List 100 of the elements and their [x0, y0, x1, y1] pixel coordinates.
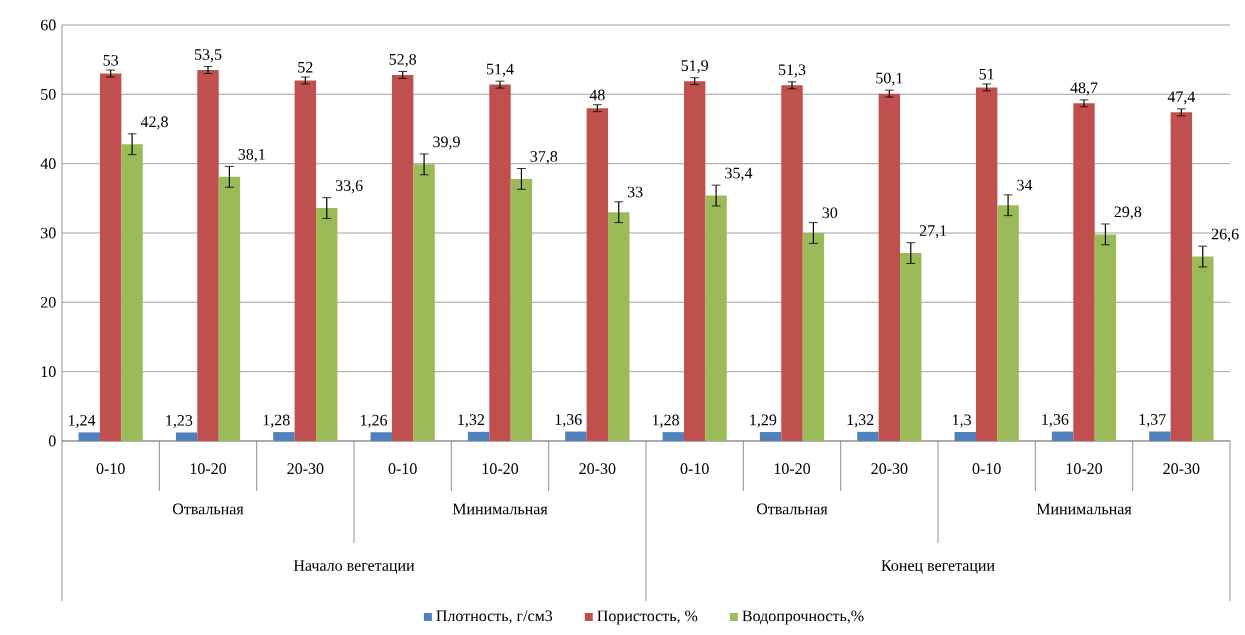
bar [121, 144, 143, 441]
bar [413, 164, 435, 441]
x-tick-label: 10-20 [774, 463, 811, 475]
data-label: 50,1 [876, 72, 903, 86]
data-label: 48,7 [1070, 82, 1098, 96]
bar [900, 253, 922, 441]
bar [467, 431, 490, 441]
data-label: 1,29 [750, 414, 777, 428]
bar [997, 205, 1019, 441]
bar [857, 431, 879, 441]
data-label: 39,9 [433, 136, 460, 150]
data-label: 29,8 [1114, 206, 1142, 220]
bar [586, 108, 609, 441]
data-label: 38,1 [238, 148, 265, 163]
data-label: 51 [979, 68, 994, 80]
data-label: 37,8 [530, 151, 558, 165]
data-label: 48 [589, 89, 605, 101]
bar [662, 432, 684, 441]
y-tick-label: 20 [40, 296, 56, 308]
data-label: 53,5 [194, 49, 222, 63]
bar [1170, 112, 1193, 441]
data-label: 33 [627, 186, 643, 198]
data-label: 47,4 [1167, 91, 1196, 105]
text: Отвальная [756, 503, 828, 515]
text: Начало вегетации [293, 560, 415, 574]
bar [175, 432, 198, 441]
bar [1094, 234, 1117, 441]
data-label: 1,3 [952, 414, 971, 428]
bar [99, 73, 122, 441]
bar [316, 208, 338, 441]
bar [954, 431, 976, 441]
bar [683, 81, 706, 441]
data-label: 1,36 [1042, 414, 1069, 428]
x-tick-label: 0-10 [96, 463, 125, 475]
data-label: 33,6 [335, 180, 363, 194]
data-label: 1,28 [652, 414, 679, 428]
data-label: 30 [822, 207, 838, 219]
data-label: 42,8 [140, 116, 168, 130]
bar [759, 432, 782, 441]
data-label: 26,6 [1211, 228, 1239, 242]
y-tick-label: 40 [40, 158, 56, 170]
bar [78, 432, 100, 441]
bar [878, 93, 901, 441]
x-tick-label: 20-30 [579, 463, 616, 475]
data-label: 52 [298, 61, 313, 73]
x-tick-label: 0-10 [972, 463, 1001, 475]
bar [565, 431, 587, 441]
bar [510, 178, 533, 441]
bar [218, 176, 241, 441]
y-tick-label: 50 [41, 88, 56, 100]
bar [1192, 256, 1214, 441]
legend-label: Плотность, г/см3 [436, 610, 553, 624]
bar [391, 74, 414, 441]
data-label: 51,9 [681, 60, 709, 74]
bar [802, 232, 825, 441]
data-label: 27,1 [919, 225, 947, 239]
bar [273, 432, 295, 441]
bar [705, 195, 727, 441]
y-tick-label: 30 [41, 227, 56, 239]
data-label: 35,4 [725, 167, 753, 181]
bar [197, 70, 219, 441]
text: Минимальная [1036, 503, 1132, 515]
x-tick-label: 10-20 [482, 463, 519, 475]
y-tick-label: 0 [48, 435, 56, 447]
x-tick-label: 10-20 [190, 463, 227, 475]
x-tick-label: 10-20 [1066, 463, 1103, 475]
bar [975, 87, 998, 441]
bar [781, 85, 803, 441]
data-label: 53 [103, 54, 119, 66]
y-tick-label: 60 [40, 19, 56, 31]
data-label: 1,32 [458, 414, 485, 428]
bar [608, 212, 630, 441]
bar [1051, 431, 1074, 441]
legend-label: Пористость, % [597, 610, 698, 625]
data-label: 1,26 [360, 414, 388, 428]
data-label: 51,4 [486, 63, 514, 77]
bar [294, 80, 317, 441]
x-tick-label: 20-30 [871, 463, 908, 475]
bar [489, 84, 511, 441]
x-tick-label: 0-10 [680, 463, 709, 475]
data-label: 1,37 [1139, 414, 1166, 428]
data-label: 51,3 [778, 64, 806, 78]
y-tick-label: 10 [41, 366, 56, 378]
data-label: 52,8 [389, 53, 417, 68]
x-tick-label: 0-10 [388, 463, 417, 475]
x-tick-label: 20-30 [287, 463, 324, 475]
data-label: 1,24 [68, 414, 96, 428]
x-tick-label: 20-30 [1163, 463, 1200, 475]
text: Минимальная [452, 503, 548, 515]
data-label: 1,36 [555, 414, 582, 428]
bar [1073, 103, 1095, 441]
data-label: 34 [1017, 179, 1033, 191]
data-label: 1,28 [263, 414, 290, 428]
text: Отвальная [172, 503, 244, 515]
bar [1149, 431, 1171, 441]
legend-label: Водопрочность,% [742, 610, 864, 625]
data-label: 1,32 [847, 414, 874, 428]
bar [370, 432, 392, 441]
text: Конец вегетации [881, 560, 995, 574]
data-label: 1,23 [166, 415, 193, 429]
